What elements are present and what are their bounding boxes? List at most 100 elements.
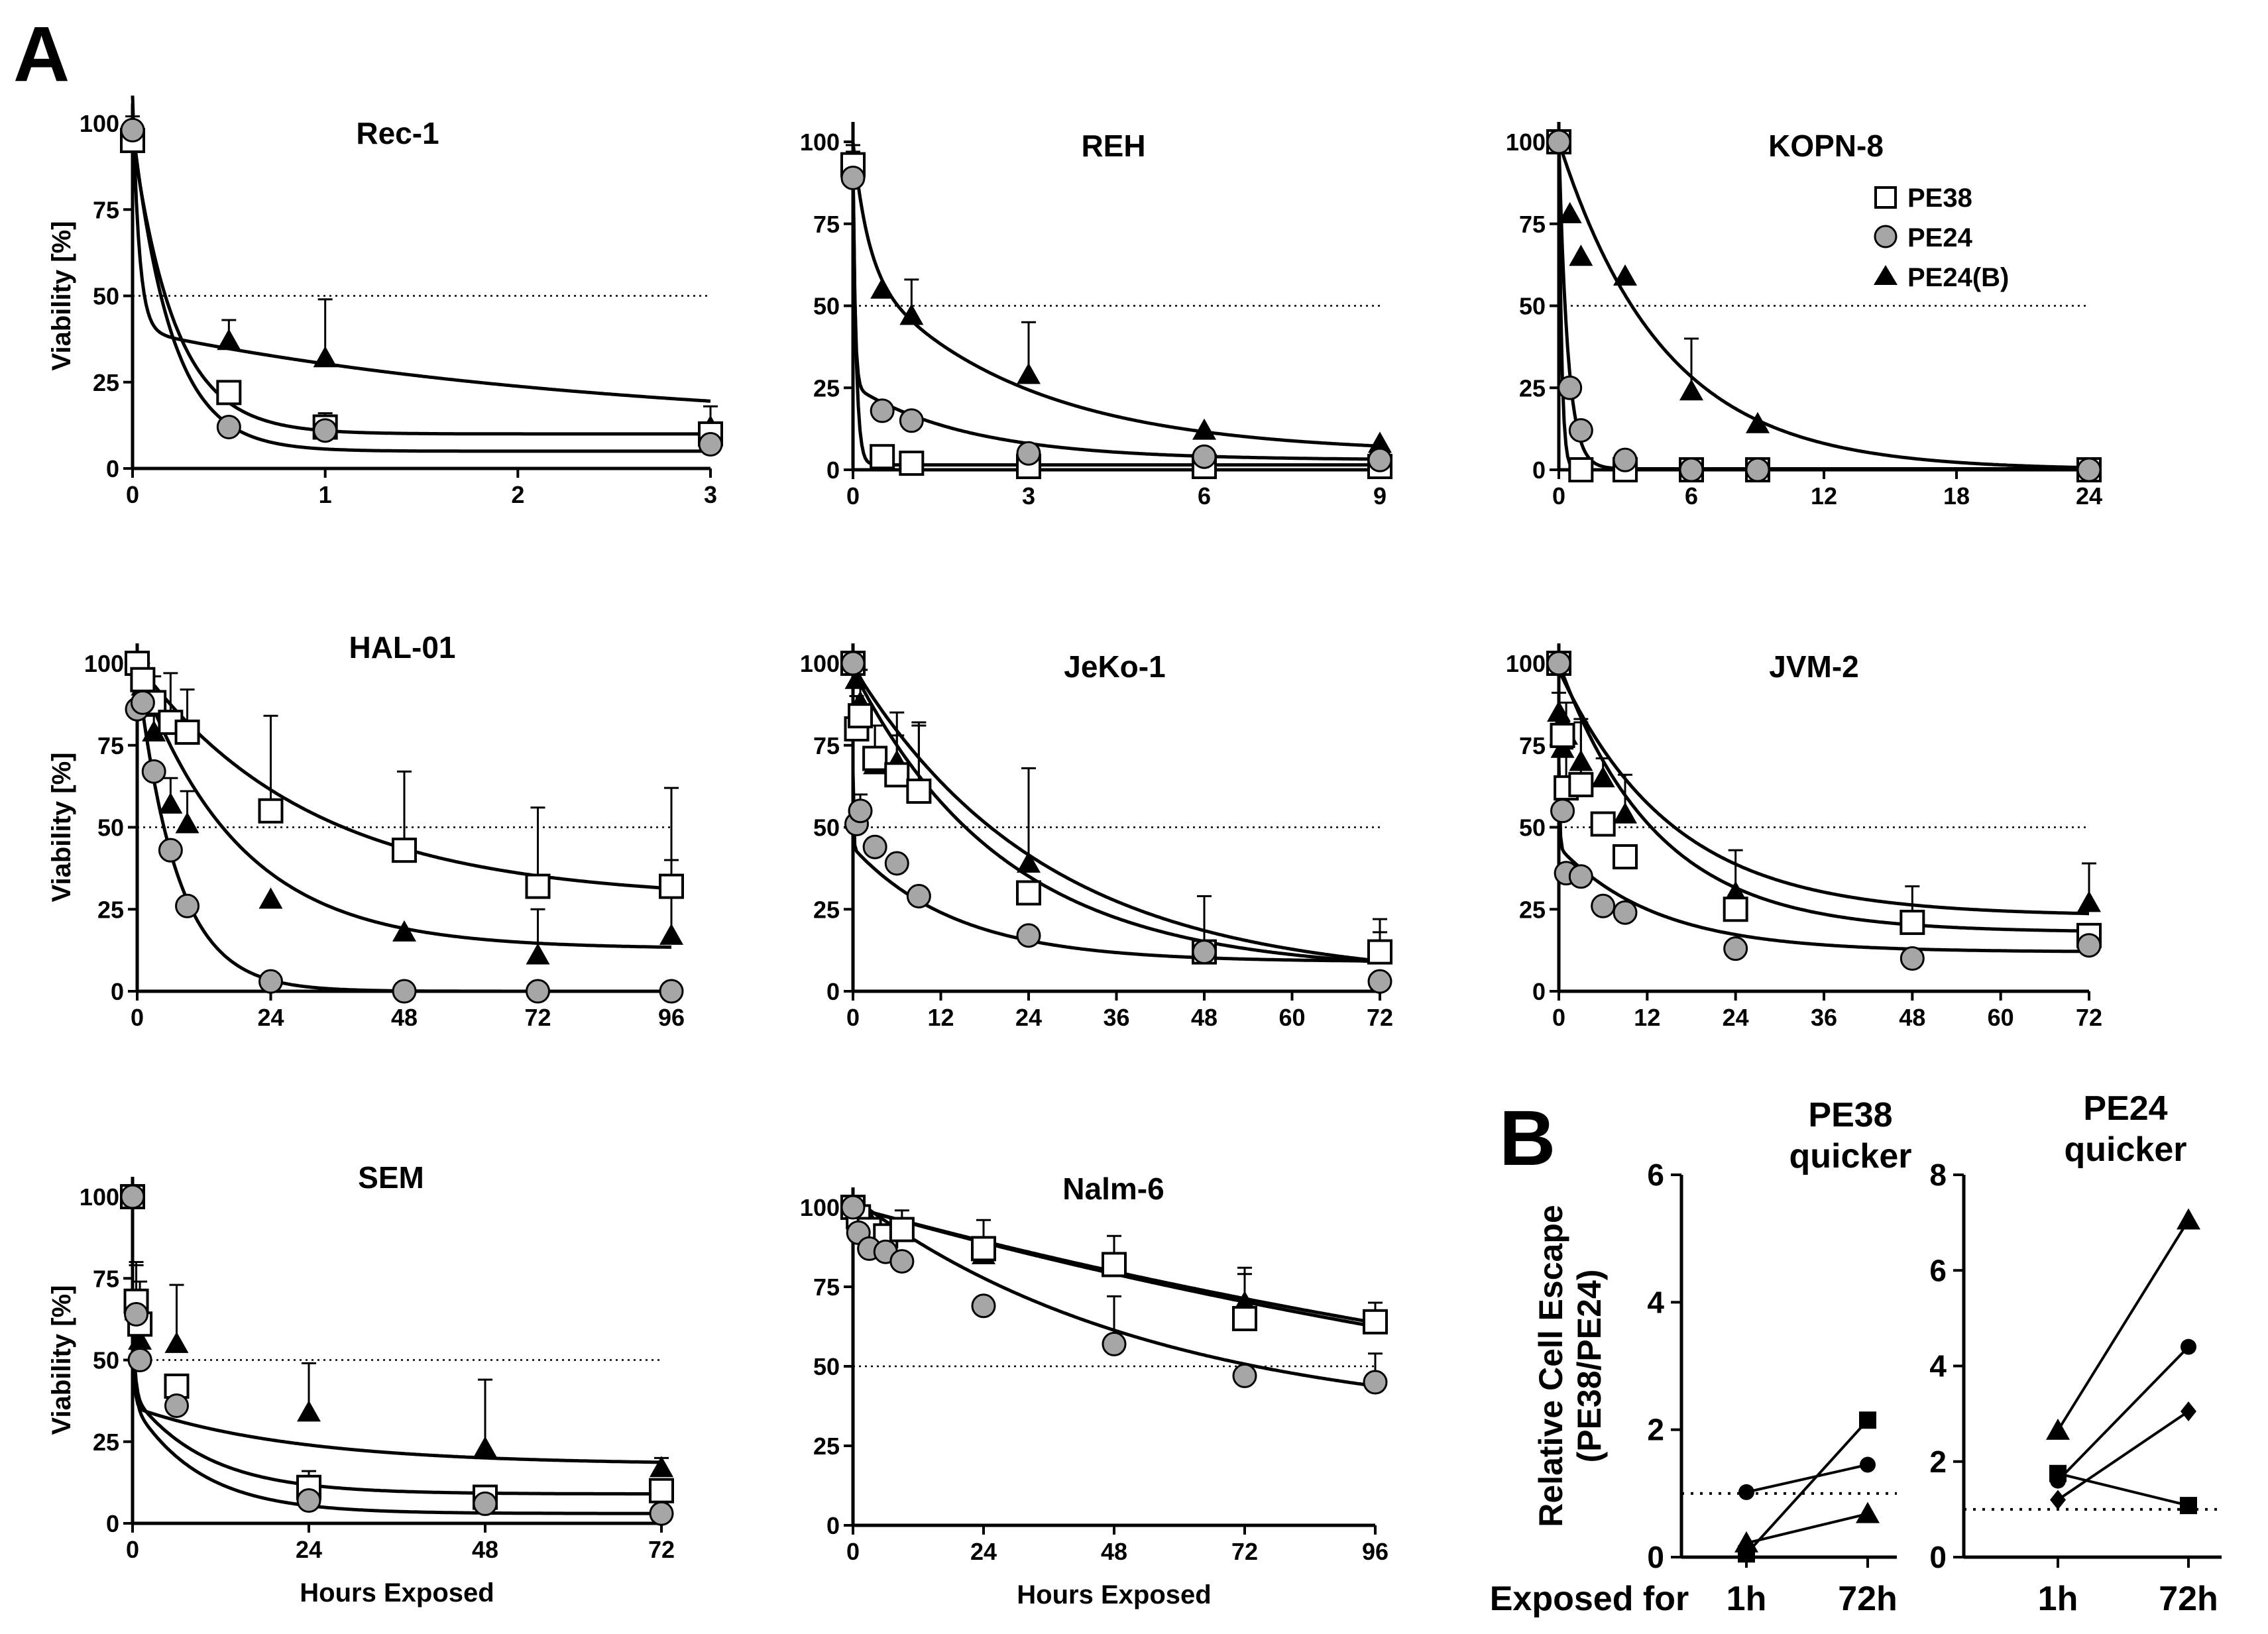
data-point-pe24-b [1558,201,1582,223]
data-point-pe38 [870,444,895,470]
y-tick-label: 2 [1929,1444,1947,1479]
data-point-pe24-b [164,1331,189,1353]
fit-curve-pe24 [851,164,1380,461]
y-tick-label: 25 [1519,374,1546,402]
chart-title-line: PE24 [2083,1089,2167,1128]
x-tick-label: 24 [257,1004,284,1031]
y-tick-label: 50 [93,1347,119,1374]
data-point-pe38 [1723,897,1748,922]
x-tick-label: 72 [1367,1004,1393,1031]
x-tick-label: 2 [511,481,524,508]
y-tick-label: 2 [1647,1413,1664,1447]
data-point-pe38 [649,1478,674,1503]
data-point-triangle [2177,1208,2200,1230]
y-tick-label: 25 [1519,896,1546,923]
x-tick-label: 24 [1723,1004,1749,1031]
y-tick-label: 50 [93,283,119,310]
y-tick-label: 100 [80,1183,119,1211]
data-point-pe24 [840,165,866,190]
legend-marker-pe38 [1874,186,1897,209]
x-tick-label: 6 [1685,482,1698,510]
data-point-pe24-b [650,1456,673,1478]
y-axis-label-line: Relative Cell Escape [1532,1205,1569,1527]
paired-line-circle [2057,1346,2190,1482]
data-point-pe24 [120,1184,145,1209]
data-point-pe24 [141,759,166,784]
data-point-pe24-b [258,887,283,909]
data-point-pe24 [1723,936,1748,961]
data-point-pe24-b [313,346,337,368]
x-tick-label: 24 [2076,482,2102,510]
data-point-pe24 [862,834,887,859]
x-tick-label: 72 [2076,1004,2102,1031]
y-tick-label: 0 [1929,1540,1947,1574]
paired-line-triangle [2057,1219,2190,1431]
x-tick-label: 48 [1101,1538,1127,1565]
fit-curve-pe38 [851,669,1381,964]
data-point-pe24 [2076,933,2102,958]
data-point-pe38 [258,798,284,824]
chart-sem: 0 25 50 75 100 0 24 48 72 SEM Viability [%] Hours E… [47,1160,675,1607]
y-axis-label: Viability [%] [47,1285,76,1435]
data-point-circle [1738,1484,1754,1500]
x-tick-label: 3 [704,481,717,508]
data-point-pe38 [1590,811,1616,837]
data-point-pe24-b [899,303,924,325]
x-tick-label: 24 [1015,1004,1042,1031]
x-tick-label: 72h [2159,1580,2218,1618]
y-tick-label: 50 [813,1353,840,1380]
legend-marker-pe24 [1874,225,1898,248]
y-tick-label: 25 [813,1433,840,1460]
y-tick-label: 8 [1929,1158,1947,1192]
data-point-pe24 [840,651,866,676]
paired-line-square [1745,1419,1869,1555]
data-point-pe24 [1568,864,1593,889]
data-point-pe38 [848,703,874,729]
data-point-pe24 [906,883,931,908]
data-point-pe24-b [1368,431,1392,453]
data-point-pe24-b [870,277,895,299]
chart-title: Rec-1 [356,116,439,150]
paired-line-square [2057,1472,2189,1507]
x-axis-label: Hours Exposed [1017,1580,1211,1609]
paired-line-circle [1746,1463,1868,1494]
chart-title-line: quicker [1789,1137,1912,1175]
data-point-pe38 [889,1217,915,1242]
data-point-pe24-b [1746,411,1770,433]
data-point-square [1859,1411,1876,1429]
x-tick-label: 12 [1634,1004,1660,1031]
chart-title: REH [1081,129,1145,163]
y-tick-label: 50 [97,814,124,842]
data-point-diamond [2181,1401,2196,1422]
legend: PE38 PE24 PE24(B) [1874,184,2009,292]
data-point-pe24 [1568,418,1593,443]
x-tick-label: 24 [296,1536,322,1563]
y-tick-label: 100 [84,650,124,677]
data-point-pe24-b [128,1328,152,1350]
chart-rec-1: 0 25 50 75 100 0 1 2 3 Rec-1 Viability [%] [47,95,723,508]
y-tick-label: 75 [93,1265,119,1292]
y-tick-label: 50 [813,814,840,842]
fit-curve-pe24-b [131,1327,662,1464]
data-point-pe24-b [1547,700,1571,722]
x-tick-label: 0 [1552,1004,1565,1031]
data-point-triangle [1856,1501,1880,1523]
y-axis-label: Viability [%] [47,221,76,371]
data-point-pe38 [971,1236,996,1262]
fit-curve-pe24-b [851,141,1381,448]
data-point-pe24-b [1613,264,1637,286]
data-point-pe24 [216,414,241,439]
data-point-triangle [1734,1531,1758,1552]
x-tick-label: 0 [1552,482,1565,510]
y-tick-label: 0 [826,457,840,484]
data-point-pe38 [525,873,551,899]
x-tick-label: 48 [1191,1004,1218,1031]
data-point-pe24 [1613,447,1638,472]
data-point-pe38 [130,667,156,692]
y-tick-label: 100 [1506,129,1546,156]
data-point-pe24 [158,838,183,863]
x-tick-label: 0 [846,1538,860,1565]
x-tick-label: 9 [1373,482,1387,510]
